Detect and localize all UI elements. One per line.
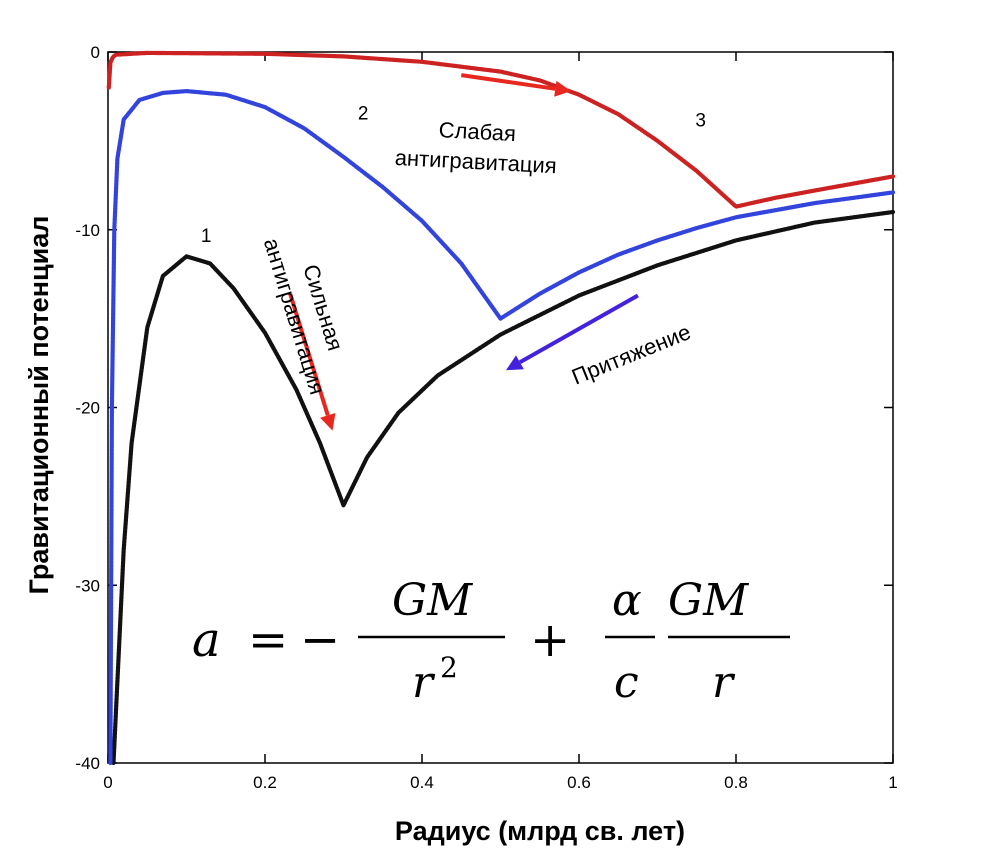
x-tick-label: 0.6 xyxy=(567,773,591,792)
x-tick-label: 1 xyxy=(888,773,897,792)
y-tick-label: -10 xyxy=(75,221,100,240)
curve-label-2: 2 xyxy=(358,104,369,125)
annotation-line: Слабая xyxy=(438,117,516,146)
annotation-line: антигравитация xyxy=(394,145,557,178)
y-tick-label: -20 xyxy=(75,399,100,418)
x-tick-label: 0.8 xyxy=(724,773,748,792)
attraction-arrow-shaft xyxy=(518,293,639,365)
formula-c: c xyxy=(614,657,639,708)
weak-antigravity-arrow-shaft xyxy=(460,73,556,91)
formula-numerator-gm-1: GM xyxy=(392,575,473,626)
strong-antigravity-arrow-shaft xyxy=(288,293,330,416)
formula-a: a xyxy=(192,612,221,668)
curve-label-3: 3 xyxy=(695,111,706,132)
attraction-arrow-head xyxy=(505,355,524,371)
y-tick-label: -40 xyxy=(75,754,100,773)
weak-antigravity-arrow-head xyxy=(554,80,572,97)
curve-3 xyxy=(106,50,896,209)
formula: a = − GM r 2 + α c GM r xyxy=(192,575,790,708)
x-tick-label: 0.2 xyxy=(253,773,277,792)
formula-exponent-2: 2 xyxy=(440,651,458,684)
formula-r: r xyxy=(712,657,736,708)
y-axis-title: Гравитационный потенциал xyxy=(24,216,54,595)
formula-minus: − xyxy=(300,612,340,668)
attraction-label: Притяжение xyxy=(568,319,694,389)
y-tick-label: -30 xyxy=(75,576,100,595)
formula-alpha: α xyxy=(612,575,642,626)
x-tick-label: 0 xyxy=(103,773,112,792)
strong-antigravity-arrow-head xyxy=(320,412,336,431)
formula-equals: = xyxy=(248,612,288,668)
curve-label-1: 1 xyxy=(201,226,212,247)
y-tick-label: 0 xyxy=(91,43,100,62)
annotation-line: Притяжение xyxy=(568,319,694,389)
x-tick-label: 0.4 xyxy=(410,773,434,792)
curve-2 xyxy=(108,89,896,766)
formula-plus: + xyxy=(530,612,570,668)
x-axis-title: Радиус (млрд св. лет) xyxy=(395,816,685,846)
curve-1 xyxy=(111,209,896,766)
formula-denominator-r: r xyxy=(412,657,436,708)
formula-numerator-gm-2: GM xyxy=(668,575,749,626)
